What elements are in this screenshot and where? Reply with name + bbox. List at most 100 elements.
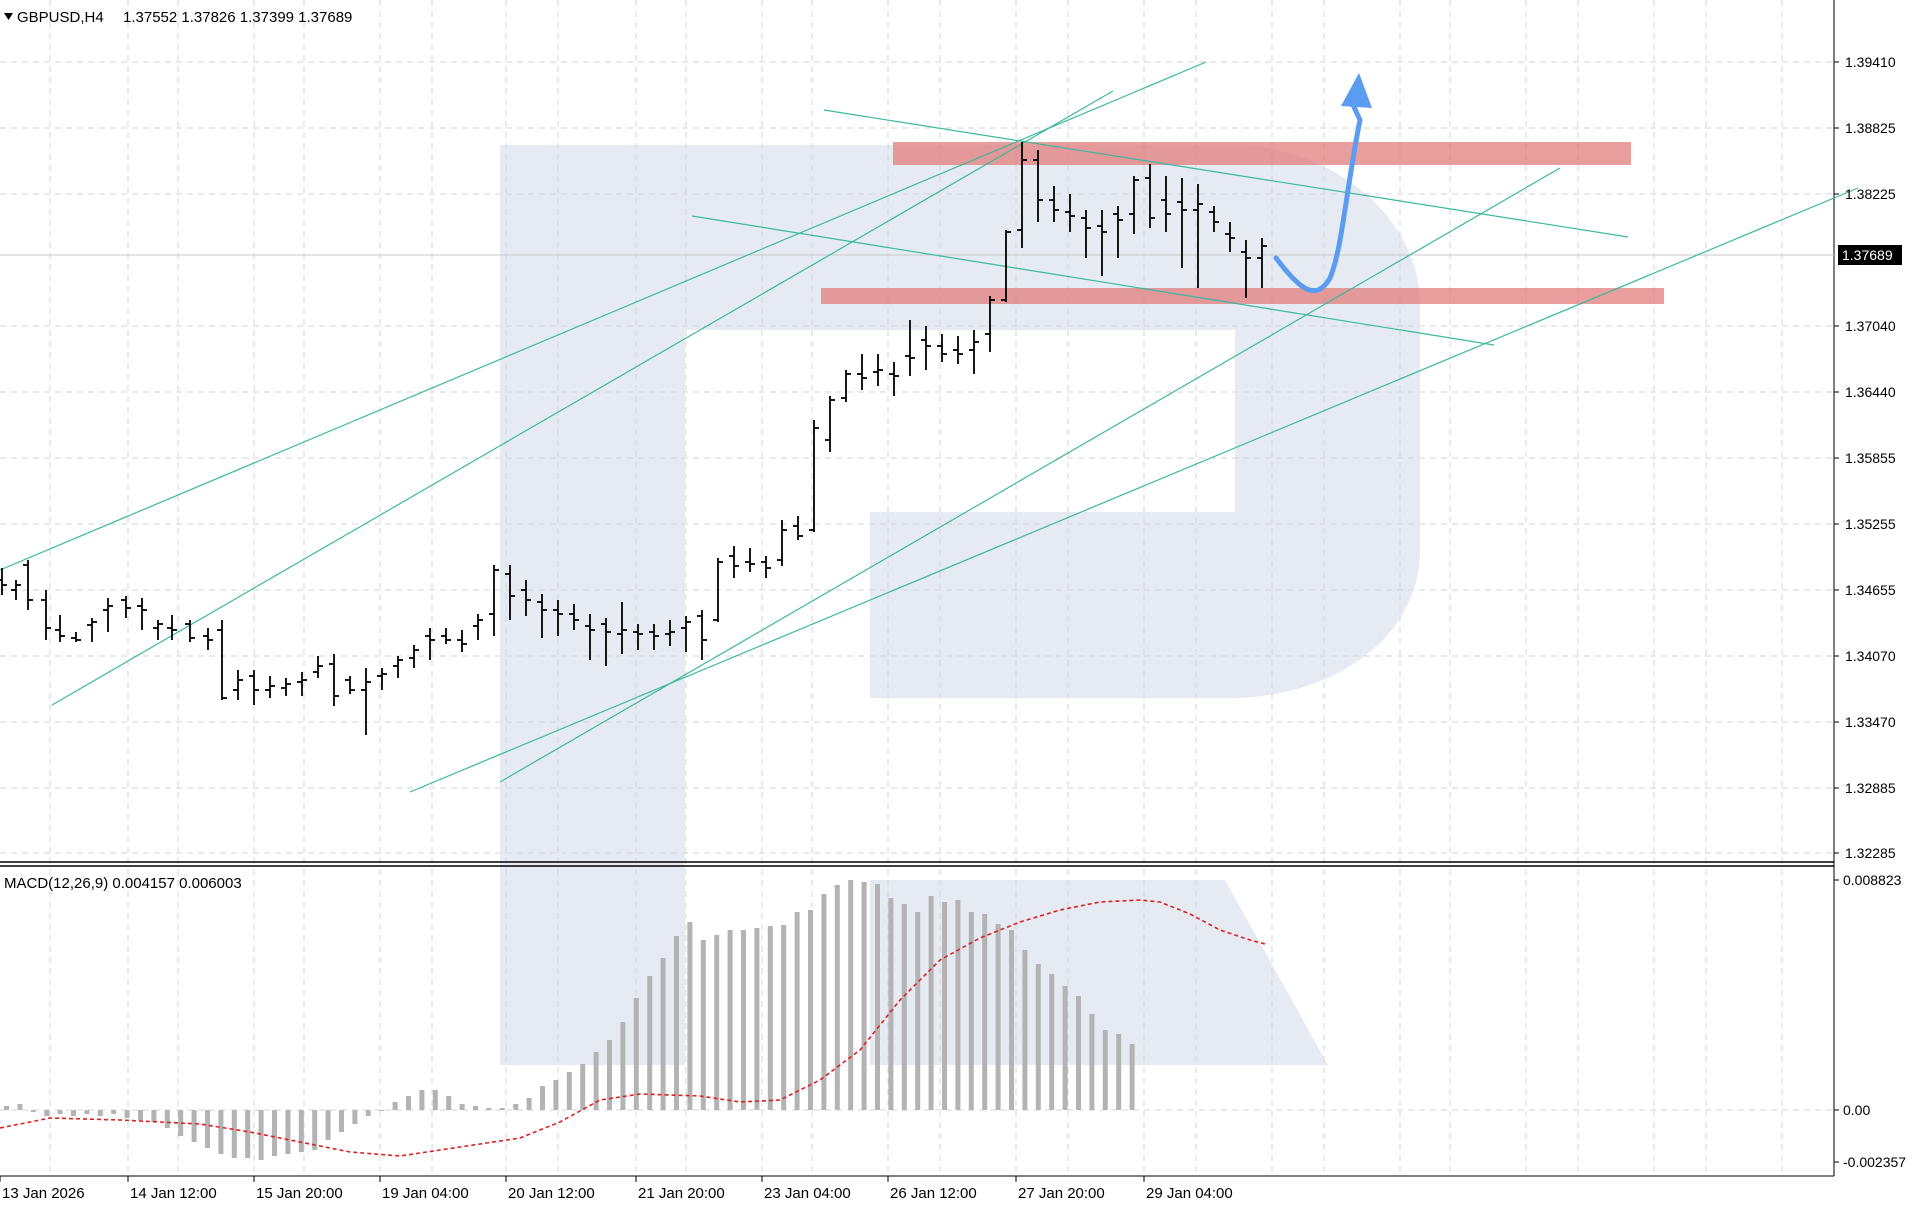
time-tick-label: 19 Jan 04:00	[382, 1185, 469, 1202]
macd-histogram-bar	[1062, 986, 1068, 1110]
macd-tick-label: 0.00	[1843, 1102, 1870, 1118]
time-tick-label: 13 Jan 2026	[2, 1185, 85, 1202]
macd-histogram-bar	[513, 1104, 519, 1110]
price-tick-label: 1.39410	[1845, 54, 1896, 70]
macd-histogram-bar	[205, 1110, 210, 1148]
macd-histogram-bar	[674, 936, 679, 1110]
time-tick-label: 23 Jan 04:00	[764, 1185, 851, 1202]
macd-histogram-bar	[580, 1064, 586, 1110]
macd-histogram-bar	[1009, 930, 1014, 1110]
current-price-badge: 1.37689	[1838, 245, 1902, 265]
time-tick-label: 27 Jan 20:00	[1018, 1185, 1105, 1202]
macd-histogram	[4, 880, 1135, 1160]
macd-histogram-bar	[821, 894, 827, 1110]
macd-histogram-bar	[1089, 1014, 1095, 1110]
macd-histogram-bar	[1076, 996, 1081, 1110]
macd-histogram-bar	[861, 882, 867, 1110]
macd-histogram-bar	[473, 1106, 478, 1110]
macd-histogram-bar	[928, 896, 934, 1110]
trendline-lower-steep[interactable]	[499, 167, 1561, 783]
macd-histogram-bar	[714, 935, 720, 1110]
macd-tick-label: -0.002357	[1843, 1154, 1906, 1170]
macd-histogram-bar	[1022, 950, 1028, 1110]
macd-histogram-bar	[392, 1102, 398, 1110]
macd-histogram-bar	[620, 1022, 626, 1110]
time-tick-label: 15 Jan 20:00	[256, 1185, 343, 1202]
macd-histogram-bar	[607, 1040, 612, 1110]
macd-histogram-bar	[325, 1110, 331, 1140]
trendline-lower-channel[interactable]	[409, 187, 1859, 793]
macd-histogram-bar	[138, 1110, 143, 1120]
macd-histogram-bar	[312, 1110, 318, 1150]
macd-histogram-bar	[44, 1110, 50, 1116]
trendline-steep-support[interactable]	[51, 90, 1114, 706]
macd-histogram-bar	[17, 1104, 23, 1110]
macd-histogram-bar	[834, 885, 840, 1110]
macd-histogram-bar	[995, 924, 1001, 1110]
macd-label: MACD(12,26,9) 0.004157 0.006003	[4, 875, 242, 892]
price-tick-label: 1.34070	[1845, 648, 1896, 664]
macd-histogram-bar	[1129, 1044, 1135, 1110]
chart-header: GBPUSD,H4 1.37552 1.37826 1.37399 1.3768…	[4, 9, 352, 26]
macd-histogram-bar	[164, 1110, 170, 1128]
macd-histogram-bar	[339, 1110, 344, 1132]
macd-histogram-bar	[1049, 974, 1055, 1110]
macd-histogram-bar	[218, 1110, 224, 1154]
price-tick-label: 1.37040	[1845, 318, 1896, 334]
price-tick-label: 1.35855	[1845, 450, 1896, 466]
macd-histogram-bar	[231, 1110, 237, 1158]
macd-histogram-bar	[285, 1110, 291, 1154]
trendlines[interactable]	[0, 61, 1859, 793]
macd-histogram-bar	[1116, 1034, 1122, 1110]
macd-histogram-bar	[245, 1110, 251, 1158]
price-tick-label: 1.38825	[1845, 120, 1896, 136]
forecast-arrow[interactable]	[1273, 73, 1372, 294]
macd-tick-label: 0.008823	[1843, 872, 1902, 888]
macd-histogram-bar	[875, 884, 880, 1110]
macd-histogram-bar	[446, 1096, 452, 1110]
price-tick-label: 1.34655	[1845, 582, 1896, 598]
triangle-down-icon[interactable]	[4, 13, 13, 20]
price-axis: 1.39410 1.38825 1.38225 1.37040 1.36440 1.358…	[1834, 54, 1896, 861]
macd-histogram-bar	[767, 926, 773, 1110]
macd-histogram-bar	[593, 1052, 599, 1110]
macd-histogram-bar	[178, 1110, 184, 1136]
price-bars	[0, 142, 1267, 735]
macd-histogram-bar	[191, 1110, 197, 1142]
macd-histogram-bar	[982, 914, 988, 1110]
time-tick-label: 26 Jan 12:00	[890, 1185, 977, 1202]
macd-histogram-bar	[84, 1110, 90, 1114]
support-zone[interactable]	[821, 288, 1664, 304]
price-tick-label: 1.36440	[1845, 384, 1896, 400]
macd-histogram-bar	[741, 930, 746, 1110]
trendline-descending-top[interactable]	[823, 109, 1629, 238]
price-tick-label: 1.38225	[1845, 186, 1896, 202]
price-tick-label: 1.35255	[1845, 516, 1896, 532]
macd-histogram-bar	[379, 1110, 385, 1111]
symbol-label[interactable]: GBPUSD,H4	[17, 9, 104, 26]
macd-histogram-bar	[57, 1110, 63, 1114]
macd-histogram-bar	[151, 1110, 157, 1122]
macd-histogram-bar	[660, 958, 666, 1110]
macd-histogram-bar	[647, 976, 653, 1110]
macd-histogram-bar	[352, 1110, 358, 1124]
macd-histogram-bar	[419, 1090, 425, 1110]
time-tick-label: 14 Jan 12:00	[130, 1185, 217, 1202]
macd-histogram-bar	[272, 1110, 277, 1156]
resistance-zone[interactable]	[893, 142, 1631, 165]
macd-histogram-bar	[30, 1110, 36, 1112]
trendline-descending-bottom[interactable]	[691, 215, 1495, 346]
macd-histogram-bar	[700, 940, 706, 1110]
macd-histogram-bar	[566, 1072, 572, 1110]
macd-histogram-bar	[968, 912, 974, 1110]
macd-histogram-bar	[915, 912, 921, 1110]
trendline-upper-channel[interactable]	[0, 61, 1207, 571]
time-tick-label: 20 Jan 12:00	[508, 1185, 595, 1202]
price-tick-label: 1.32285	[1845, 845, 1896, 861]
macd-histogram-bar	[111, 1110, 117, 1114]
macd-histogram-bar	[781, 925, 787, 1110]
macd-histogram-bar	[1102, 1030, 1108, 1110]
price-tick-label: 1.32885	[1845, 780, 1896, 796]
time-axis: 13 Jan 2026 14 Jan 12:00 15 Jan 20:00 19 Ja…	[0, 1176, 1233, 1202]
